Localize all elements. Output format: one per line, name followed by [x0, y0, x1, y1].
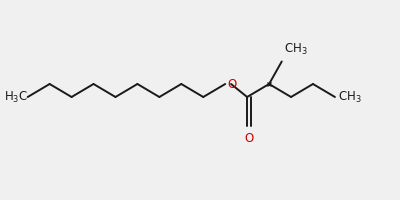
Text: O: O [244, 132, 254, 145]
Text: O: O [227, 77, 236, 90]
Text: H$_3$C: H$_3$C [4, 89, 28, 105]
Text: CH$_3$: CH$_3$ [284, 42, 308, 57]
Text: CH$_3$: CH$_3$ [338, 89, 362, 105]
